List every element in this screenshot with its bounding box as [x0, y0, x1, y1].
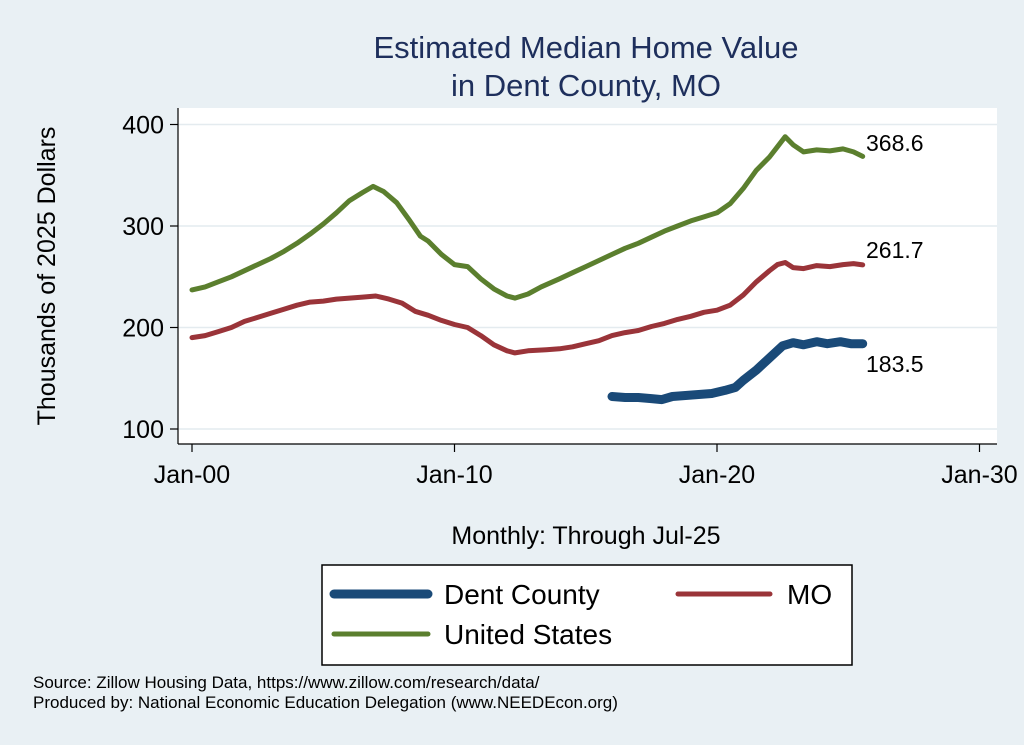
series-line-dent-county	[607, 337, 868, 405]
x-tick-label-Jan-00: Jan-00	[154, 461, 230, 489]
gridlines	[178, 123, 997, 430]
end-label-dent-county: 183.5	[866, 351, 924, 377]
y-tick-label-100: 100	[122, 416, 164, 444]
legend-label-dent-county: Dent County	[444, 579, 600, 610]
chart-title-line-1: Estimated Median Home Value	[373, 30, 798, 65]
y-tick-label-300: 300	[122, 213, 164, 241]
x-tick-label-Jan-30: Jan-30	[941, 461, 1017, 489]
end-labels: 183.5 261.7 368.6	[866, 130, 924, 377]
end-label-united-states: 368.6	[866, 130, 924, 156]
plot-area	[178, 108, 997, 444]
produced-by-note: Produced by: National Economic Education…	[33, 693, 618, 712]
x-tick-label-Jan-20: Jan-20	[679, 461, 755, 489]
legend-box	[321, 564, 853, 666]
legend-label-mo: MO	[787, 579, 832, 610]
y-tick-label-400: 400	[122, 112, 164, 140]
source-note: Source: Zillow Housing Data, https://www…	[33, 673, 540, 692]
x-tick-label-Jan-10: Jan-10	[416, 461, 492, 489]
y-tick-label-200: 200	[122, 315, 164, 343]
end-label-mo: 261.7	[866, 237, 924, 263]
chart-title-line-2: in Dent County, MO	[451, 68, 721, 103]
legend-label-united-states: United States	[444, 619, 612, 650]
axes: 100 200 300 400 Jan-00 Jan-10 Jan-20 Jan-30	[122, 108, 1018, 489]
series-line-mo	[189, 260, 866, 356]
x-axis-title: Monthly: Through Jul-25	[451, 522, 720, 550]
legend: Dent County MO United States	[321, 564, 853, 666]
series-line-united-states	[189, 134, 866, 301]
y-axis-title: Thousands of 2025 Dollars	[33, 127, 61, 426]
series-lines	[189, 134, 868, 405]
